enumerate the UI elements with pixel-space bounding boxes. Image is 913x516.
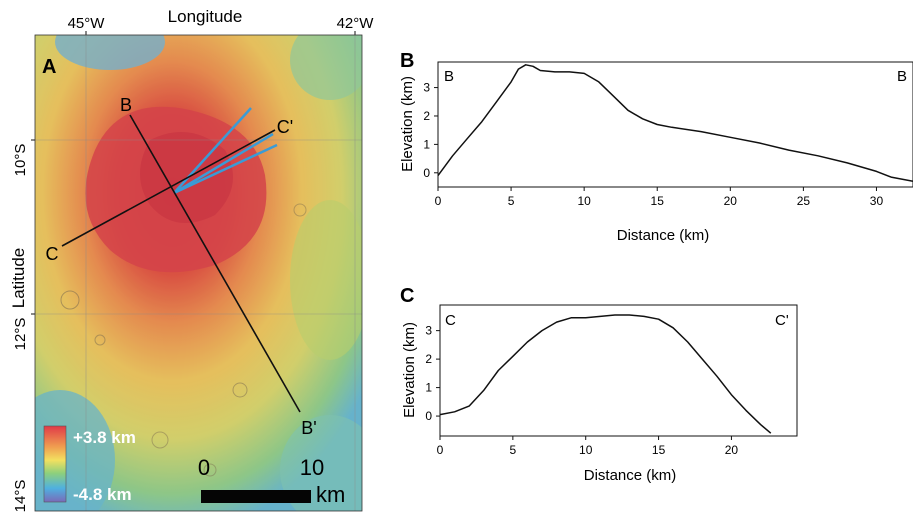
terrain-shading [35, 35, 362, 511]
low-region [290, 35, 362, 100]
x-tick-label: 20 [724, 194, 738, 208]
map-panel: Longitude 45°W 42°W Latitude 10°S 12°S 1… [9, 7, 375, 513]
x-tick-label: 10 [577, 194, 591, 208]
colorbar-max-label: +3.8 km [73, 428, 136, 447]
profile-chart-b: B 0 5 10 15 20 25 30 0 1 2 3 B B Distance (km) Ele… [399, 50, 913, 244]
chart-b-marks: 0 5 10 15 20 25 30 0 1 2 3 [423, 64, 913, 208]
y-tick-label: 3 [425, 324, 432, 338]
panel-label-a: A [42, 56, 56, 78]
plot-frame [437, 61, 913, 188]
streak-line [173, 132, 274, 195]
profile-line-cc [61, 129, 276, 247]
profile-start-label: C [445, 312, 456, 329]
x-tick-label: 0 [437, 443, 444, 457]
crater [60, 290, 80, 310]
panel-label-c: C [400, 285, 414, 307]
elevation-profile-line [439, 314, 772, 434]
plot-frame [439, 304, 798, 437]
colorbar [43, 425, 67, 503]
scalebar [201, 490, 311, 503]
y-tick-label: 1 [425, 381, 432, 395]
x-tick-label: 25 [797, 194, 811, 208]
profile-label-c-end: C' [277, 117, 293, 137]
crater [203, 463, 217, 477]
y-tick-label: 0 [425, 409, 432, 423]
lat-tick-12s: 12°S [12, 318, 29, 351]
y-tick-label: 3 [423, 81, 430, 95]
x-tick-label: 20 [725, 443, 739, 457]
lon-tick-42w: 42°W [337, 15, 375, 32]
profile-end-label: C' [775, 312, 789, 329]
lat-tick-14s: 14°S [12, 480, 29, 513]
x-tick-label: 5 [508, 194, 515, 208]
colorbar-min-label: -4.8 km [73, 485, 132, 504]
x-tick-label: 30 [870, 194, 884, 208]
profile-line-bb [129, 114, 301, 413]
low-region [280, 415, 362, 511]
profile-label-b-end: B' [301, 418, 316, 438]
x-tick-label: 0 [435, 194, 442, 208]
elevation-profile-line [437, 64, 913, 183]
crater [232, 382, 248, 398]
crater [94, 334, 106, 346]
y-axis-label: Elevation (km) [401, 322, 418, 418]
lat-tick-10s: 10°S [12, 144, 29, 177]
x-tick-label: 5 [510, 443, 517, 457]
longitude-title: Longitude [168, 7, 243, 26]
profile-chart-c: C 0 5 10 15 20 0 1 2 3 C C' Distance (km) Elevat… [400, 285, 798, 484]
profile-label-c-start: C [46, 244, 59, 264]
scalebar-unit-label: km [316, 482, 345, 507]
lon-tick-45w: 45°W [68, 15, 106, 32]
y-tick-label: 2 [423, 109, 430, 123]
x-tick-label: 10 [579, 443, 593, 457]
y-tick-label: 1 [423, 137, 430, 151]
latitude-title: Latitude [9, 248, 28, 309]
crater [293, 203, 307, 217]
scalebar-start-label: 0 [198, 455, 210, 480]
x-tick-label: 15 [652, 443, 666, 457]
topography-map [35, 35, 362, 511]
scalebar-end-label: 10 [300, 455, 324, 480]
map-frame [34, 34, 363, 512]
y-tick-label: 0 [423, 166, 430, 180]
x-axis-label: Distance (km) [584, 467, 677, 484]
low-region [55, 35, 165, 70]
profile-label-b-start: B [120, 95, 132, 115]
profile-start-label: B [444, 68, 454, 85]
crater [151, 431, 169, 449]
streak-line [173, 143, 278, 195]
mid-region [290, 200, 362, 360]
profile-end-label: B [897, 68, 907, 85]
y-axis-label: Elevation (km) [399, 76, 416, 172]
panel-label-b: B [400, 50, 414, 72]
y-tick-label: 2 [425, 352, 432, 366]
chart-c-marks: 0 5 10 15 20 0 1 2 3 [425, 314, 772, 457]
x-tick-label: 15 [651, 194, 665, 208]
x-axis-label: Distance (km) [617, 227, 710, 244]
